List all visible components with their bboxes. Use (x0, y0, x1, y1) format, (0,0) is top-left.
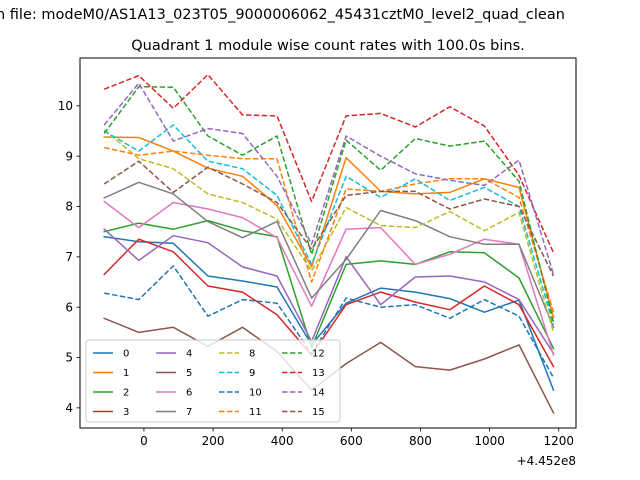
axes-frame (79, 57, 577, 429)
legend-label-1: 1 (123, 368, 129, 379)
series-line-13 (103, 73, 555, 254)
series-line-0 (103, 235, 555, 392)
legend-box (85, 339, 341, 423)
legend-label-8: 8 (249, 349, 255, 360)
legend-label-10: 10 (249, 388, 262, 399)
series-line-15 (103, 160, 555, 277)
series-line-12 (103, 85, 555, 323)
y-tick-label: 7 (65, 250, 73, 264)
x-tick-label: 400 (271, 434, 294, 448)
plot-area (103, 73, 555, 414)
y-tick-label: 6 (65, 300, 73, 314)
legend-label-6: 6 (186, 388, 192, 399)
series-line-8 (103, 129, 555, 333)
x-tick-label: 1200 (543, 434, 574, 448)
x-axis-offset-label: +4.452e8 (517, 454, 576, 468)
x-tick-label: 800 (409, 434, 432, 448)
series-line-1 (103, 136, 555, 319)
series-line-6 (103, 200, 555, 356)
legend-label-13: 13 (312, 368, 325, 379)
series-line-3 (103, 238, 555, 368)
x-tick-label: 0 (140, 434, 148, 448)
legend-label-2: 2 (123, 388, 129, 399)
series-line-14 (103, 82, 555, 275)
y-tick-label: 10 (58, 99, 73, 113)
legend-label-14: 14 (312, 388, 325, 399)
series-line-9 (103, 124, 555, 326)
legend-label-7: 7 (186, 407, 192, 418)
legend-label-5: 5 (186, 368, 192, 379)
x-tick-label: 600 (340, 434, 363, 448)
series-line-11 (104, 146, 555, 313)
y-tick-label: 4 (65, 401, 73, 415)
chart-title: Quadrant 1 module wise count rates with … (131, 38, 525, 54)
series-line-10 (104, 265, 555, 379)
y-tick-label: 5 (65, 351, 73, 365)
x-tick-label: 1000 (474, 434, 505, 448)
y-tick-label: 9 (65, 149, 73, 163)
y-tick-label: 8 (65, 200, 73, 214)
legend-label-4: 4 (186, 349, 192, 360)
legend-label-15: 15 (312, 407, 325, 418)
figure-suptitle: n file: modeM0/AS1A13_023T05_9000006062_… (0, 7, 565, 23)
legend-label-0: 0 (123, 349, 129, 360)
series-line-2 (103, 219, 555, 350)
legend-label-12: 12 (312, 349, 325, 360)
legend-label-9: 9 (249, 368, 255, 379)
series-line-4 (103, 228, 555, 355)
legend-label-3: 3 (123, 407, 129, 418)
x-tick-label: 200 (202, 434, 225, 448)
legend-label-11: 11 (249, 407, 262, 418)
series-line-7 (103, 181, 555, 329)
